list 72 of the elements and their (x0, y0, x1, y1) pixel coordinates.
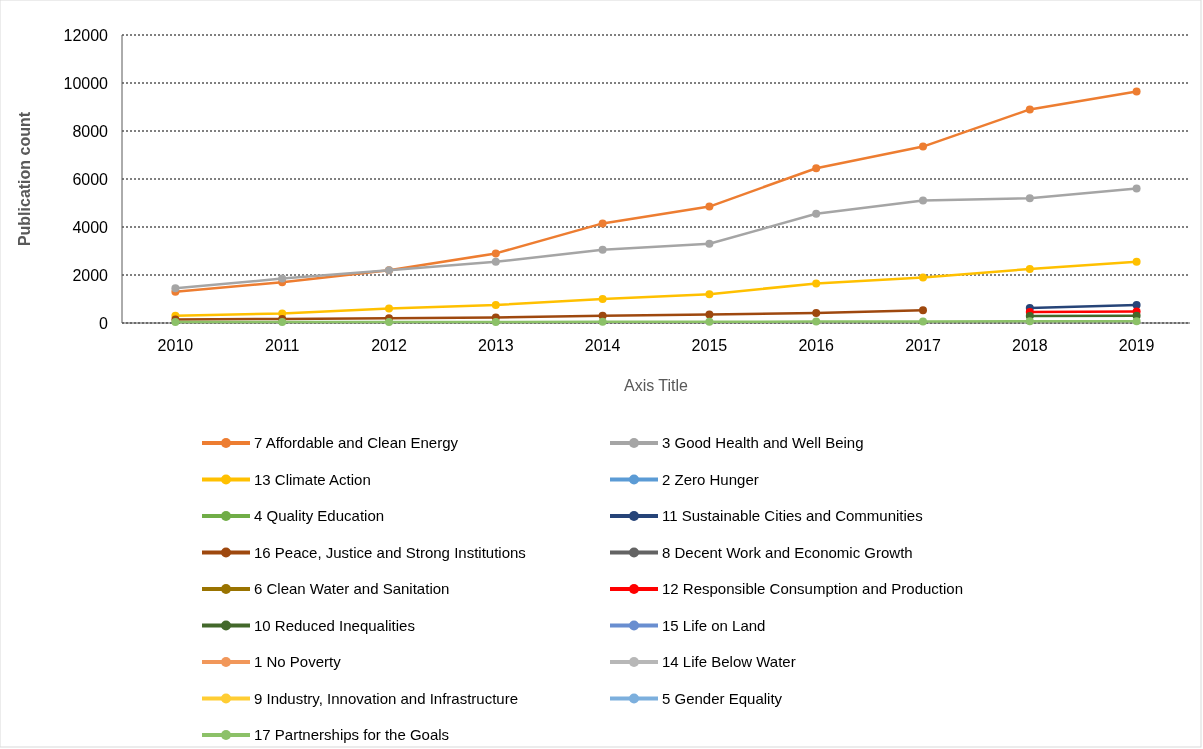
point (705, 310, 714, 319)
x-tick-label: 2016 (798, 337, 835, 354)
point (812, 209, 821, 218)
point (705, 290, 714, 299)
legend-label: 17 Partnerships for the Goals (254, 726, 450, 744)
point (919, 196, 927, 205)
point (919, 306, 927, 315)
legend-label: 15 Life on Land (662, 616, 766, 634)
point (1025, 194, 1034, 203)
point (705, 239, 714, 248)
y-tick-label: 2000 (72, 266, 109, 284)
legend-label: 8 Decent Work and Economic Growth (662, 543, 913, 561)
x-tick-label: 2013 (478, 337, 514, 354)
point (919, 317, 927, 326)
y-tick-label: 10000 (63, 74, 109, 92)
x-tick-label: 2017 (905, 337, 941, 354)
legend-label: 1 No Poverty (254, 653, 342, 671)
point (1132, 301, 1141, 309)
point (705, 202, 714, 211)
point (491, 301, 500, 309)
legend-label: 16 Peace, Justice and Strong Institutions (254, 543, 526, 561)
point (1025, 105, 1034, 114)
legend-label: 3 Good Health and Well Being (662, 434, 864, 452)
point (1025, 317, 1034, 326)
point (919, 273, 927, 282)
point (598, 219, 607, 228)
y-tick-label: 4000 (72, 218, 109, 236)
legend-label: 5 Gender Equality (662, 689, 783, 707)
point (598, 245, 607, 254)
y-tick-label: 12000 (63, 26, 109, 44)
y-tick-label: 0 (99, 314, 109, 332)
point (385, 304, 393, 313)
point (278, 274, 287, 283)
y-tick-label: 8000 (72, 122, 109, 140)
point (278, 318, 287, 327)
point (598, 295, 607, 303)
point (491, 257, 500, 266)
y-axis-title: Publication count (16, 111, 33, 247)
legend-label: 13 Climate Action (254, 470, 371, 488)
point (812, 308, 821, 317)
x-tick-label: 2018 (1012, 337, 1048, 354)
point (1132, 317, 1141, 326)
point (1132, 184, 1141, 193)
point (919, 142, 927, 151)
point (1132, 87, 1141, 96)
x-tick-label: 2015 (691, 337, 728, 354)
legend-label: 10 Reduced Inequalities (254, 616, 415, 634)
legend-label: 9 Industry, Innovation and Infrastructure (254, 689, 519, 707)
legend-label: 14 Life Below Water (662, 653, 796, 671)
x-tick-label: 2012 (371, 337, 407, 354)
point (598, 317, 607, 326)
point (491, 249, 500, 258)
x-tick-label: 2011 (265, 337, 300, 354)
y-tick-label: 6000 (72, 170, 109, 188)
legend-label: 6 Clean Water and Sanitation (254, 580, 450, 598)
point (1025, 265, 1034, 273)
point (812, 317, 821, 326)
point (812, 279, 821, 288)
legend-label: 4 Quality Education (254, 507, 385, 525)
legend-label: 2 Zero Hunger (662, 470, 759, 488)
x-tick-label: 2014 (584, 337, 621, 354)
legend-label: 11 Sustainable Cities and Communities (662, 507, 923, 525)
point (385, 318, 393, 327)
legend-label: 12 Responsible Consumption and Production (662, 580, 964, 598)
x-axis-title: Axis Title (623, 377, 689, 394)
point (491, 318, 500, 327)
point (1132, 257, 1141, 266)
point (812, 164, 821, 173)
x-tick-label: 2010 (157, 337, 194, 354)
legend-label: 7 Affordable and Clean Energy (254, 434, 459, 452)
point (705, 317, 714, 326)
x-tick-label: 2019 (1118, 337, 1155, 354)
